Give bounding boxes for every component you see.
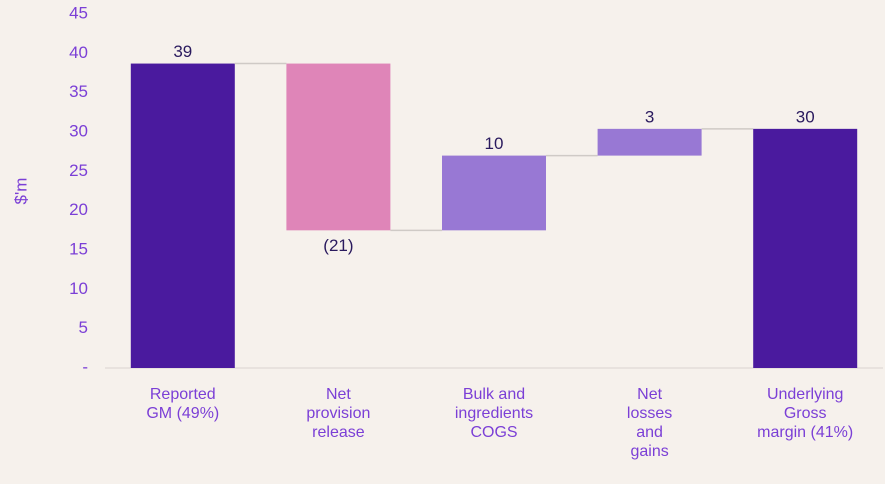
bar bbox=[286, 63, 391, 231]
value-label: 30 bbox=[796, 107, 815, 126]
y-tick-label: - bbox=[82, 357, 88, 376]
value-label: 39 bbox=[173, 42, 192, 61]
x-tick-label: Reported bbox=[150, 386, 216, 403]
x-tick-label: Bulk and bbox=[463, 386, 525, 403]
x-tick-label: ingredients bbox=[455, 405, 533, 422]
x-tick-label: Gross bbox=[784, 405, 827, 422]
x-tick-label: losses bbox=[627, 405, 672, 422]
bar bbox=[442, 155, 546, 231]
y-tick-label: 45 bbox=[69, 3, 88, 22]
x-tick-label: release bbox=[312, 424, 365, 441]
bar bbox=[130, 63, 235, 369]
x-tick-label: GM (49%) bbox=[146, 405, 219, 422]
y-tick-label: 10 bbox=[69, 279, 88, 298]
x-tick-label: Net bbox=[326, 386, 351, 403]
x-tick-label: and bbox=[636, 424, 663, 441]
bar bbox=[753, 128, 858, 368]
y-tick-label: 25 bbox=[69, 161, 88, 180]
x-tick-label: Net bbox=[637, 386, 662, 403]
value-label: 10 bbox=[485, 134, 504, 153]
y-tick-label: 20 bbox=[69, 200, 88, 219]
x-tick-label: margin (41%) bbox=[757, 424, 853, 441]
y-tick-label: 15 bbox=[69, 239, 88, 258]
x-tick-label: COGS bbox=[470, 424, 517, 441]
value-label: (21) bbox=[323, 236, 353, 255]
y-tick-label: 35 bbox=[69, 82, 88, 101]
bar bbox=[597, 128, 702, 156]
x-tick-label: gains bbox=[630, 443, 668, 460]
y-axis-label: $'m bbox=[11, 178, 30, 205]
value-label: 3 bbox=[645, 107, 654, 126]
y-tick-label: 40 bbox=[69, 43, 88, 62]
y-tick-label: 5 bbox=[79, 318, 88, 337]
y-tick-label: 30 bbox=[69, 121, 88, 140]
x-tick-label: Underlying bbox=[767, 386, 843, 403]
x-tick-label: provision bbox=[306, 405, 370, 422]
